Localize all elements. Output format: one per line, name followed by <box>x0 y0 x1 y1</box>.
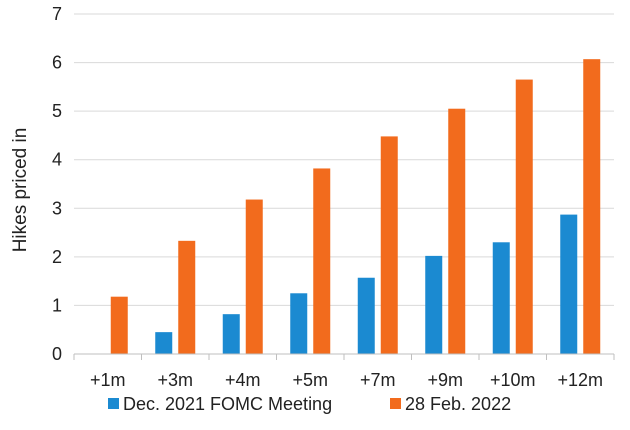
x-tick-label: +12m <box>557 370 603 390</box>
x-tick-label: +1m <box>90 370 126 390</box>
y-tick-label: 3 <box>52 198 62 218</box>
bar-dec-2021-10m <box>492 242 510 354</box>
x-tick-label: +5m <box>292 370 328 390</box>
gridlines <box>74 13 614 306</box>
y-tick-label: 7 <box>52 4 62 24</box>
bar-dec-2021-12m <box>560 214 578 354</box>
x-tick-label: +9m <box>427 370 463 390</box>
bar-feb-2022-1m <box>110 296 128 354</box>
y-tick-label: 2 <box>52 247 62 267</box>
bar-feb-2022-12m <box>583 59 601 355</box>
bar-dec-2021-5m <box>290 293 308 354</box>
bar-feb-2022-5m <box>313 168 331 354</box>
legend-label: 28 Feb. 2022 <box>405 394 511 414</box>
x-axis-ticks: +1m +3m +4m +5m +7m +9m +10m +12m <box>73 354 615 390</box>
legend-swatch <box>390 398 401 409</box>
legend: Dec. 2021 FOMC Meeting 28 Feb. 2022 <box>108 394 511 414</box>
bar-dec-2021-3m <box>155 332 173 354</box>
y-tick-label: 6 <box>52 53 62 73</box>
y-axis-ticks: 0 1 2 3 4 5 6 7 <box>52 4 62 364</box>
y-tick-label: 5 <box>52 101 62 121</box>
x-tick-label: +7m <box>360 370 396 390</box>
bar-dec-2021-4m <box>222 314 240 354</box>
y-tick-label: 4 <box>52 150 62 170</box>
legend-swatch <box>108 398 119 409</box>
y-tick-label: 1 <box>52 295 62 315</box>
x-tick-label: +4m <box>225 370 261 390</box>
x-tick-label: +3m <box>157 370 193 390</box>
bar-feb-2022-9m <box>448 108 466 354</box>
bar-feb-2022-10m <box>515 79 533 355</box>
bar-feb-2022-4m <box>245 199 263 354</box>
bars <box>110 59 601 355</box>
legend-label: Dec. 2021 FOMC Meeting <box>123 394 332 414</box>
y-tick-label: 0 <box>52 344 62 364</box>
y-axis-title: Hikes priced in <box>10 128 31 253</box>
x-tick-label: +10m <box>490 370 536 390</box>
bar-dec-2021-7m <box>357 277 375 354</box>
bar-feb-2022-7m <box>380 136 398 354</box>
bar-dec-2021-9m <box>425 255 443 354</box>
bar-feb-2022-3m <box>178 240 196 354</box>
